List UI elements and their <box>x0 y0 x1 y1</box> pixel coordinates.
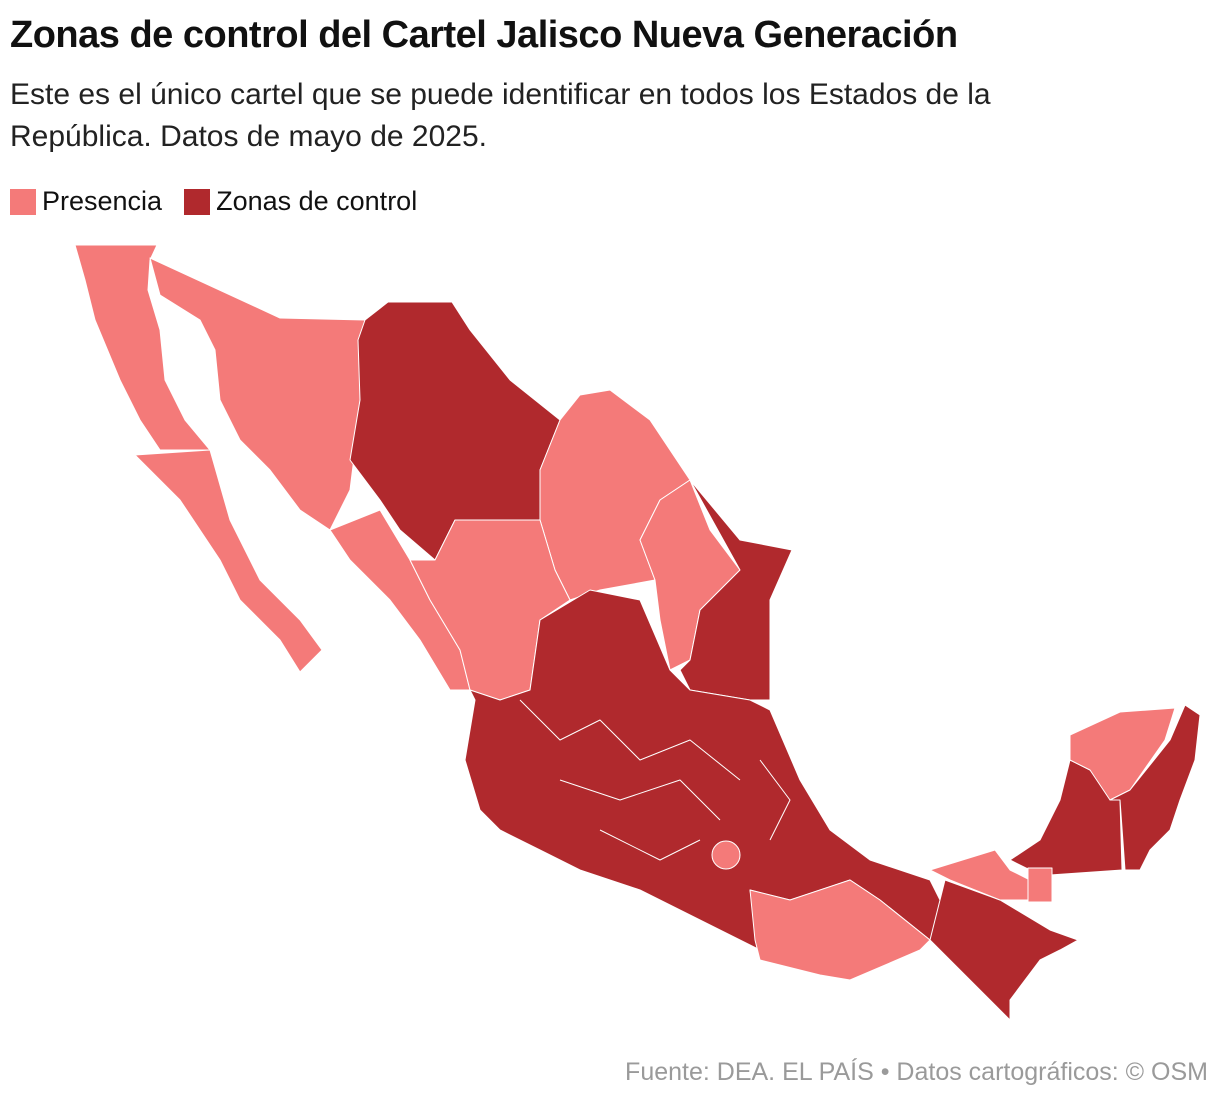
region <box>74 244 211 451</box>
legend-swatch <box>10 188 36 215</box>
legend-swatch <box>184 188 211 215</box>
region <box>1109 704 1201 871</box>
region <box>1027 867 1053 903</box>
legend-label: Zonas de control <box>216 186 418 216</box>
subtitle: Este es el único cartel que se puede ide… <box>10 78 991 153</box>
title: Zonas de control del Cartel Jalisco Nuev… <box>10 14 958 56</box>
region <box>711 840 741 870</box>
legend-item: Presencia <box>10 186 162 217</box>
legend-item: Zonas de control <box>184 186 417 217</box>
source: Fuente: DEA. EL PAÍS • Datos cartográfic… <box>625 1058 1208 1086</box>
region <box>749 879 931 981</box>
legend-label: Presencia <box>42 186 163 216</box>
region <box>134 449 323 673</box>
region <box>929 879 1079 1021</box>
state-border <box>519 699 791 861</box>
legend: Presencia Zonas de control <box>10 186 417 217</box>
